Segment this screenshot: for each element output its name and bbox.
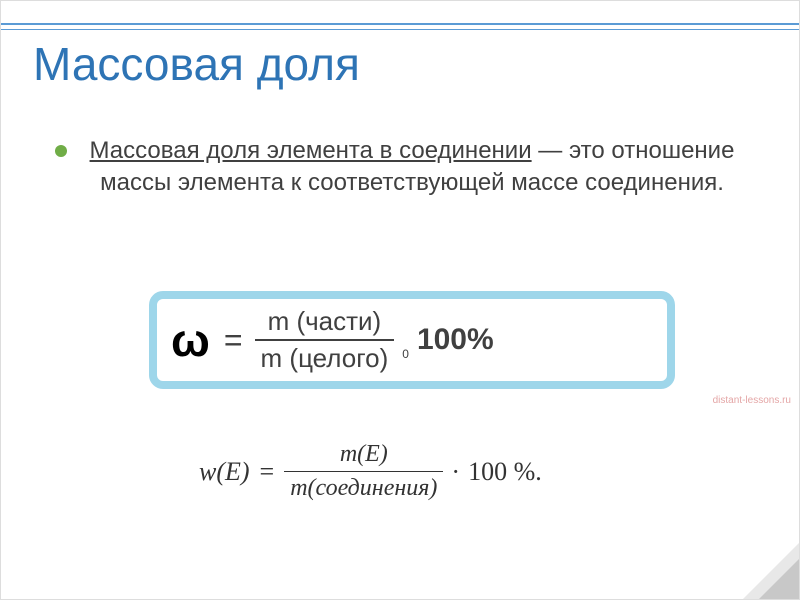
- formula-2-lhs: w(E): [199, 457, 250, 487]
- bullet-icon: [55, 145, 67, 157]
- definition-text: Массовая доля элемента в соединении — эт…: [79, 135, 745, 200]
- fraction-1-numerator: m (части): [262, 306, 388, 339]
- fraction-2-denominator: m(соединения): [284, 471, 443, 502]
- equals-sign-1: =: [224, 322, 243, 359]
- formula-2-period: .: [535, 457, 542, 487]
- fraction-1: m (части) m (целого): [255, 306, 395, 374]
- omega-symbol: ω: [171, 313, 210, 367]
- watermark-text: distant-lessons.ru: [713, 395, 791, 406]
- multiply-dot: ·: [451, 457, 460, 487]
- percent-2: 100 %: [468, 457, 535, 487]
- equals-sign-2: =: [260, 457, 275, 487]
- fraction-1-denominator: m (целого): [255, 339, 395, 374]
- slide-container: Массовая доля Массовая доля элемента в с…: [0, 0, 800, 600]
- corner-fold-inner: [759, 559, 799, 599]
- formula-2: w(E) = m(E) m(соединения) · 100 % .: [199, 441, 542, 502]
- divider-line-thin: [1, 29, 799, 30]
- divider-line-thick: [1, 23, 799, 25]
- definition-block: Массовая доля элемента в соединении — эт…: [55, 135, 745, 200]
- definition-term: Массовая доля элемента в соединении: [90, 137, 532, 164]
- bullet-row: Массовая доля элемента в соединении — эт…: [55, 135, 745, 200]
- formula-box-1: ω = m (части) m (целого) 0 100%: [149, 291, 675, 389]
- fraction-2: m(E) m(соединения): [284, 441, 443, 502]
- slide-title: Массовая доля: [33, 37, 360, 91]
- fraction-2-numerator: m(E): [334, 441, 394, 471]
- subscript-zero: 0: [402, 347, 409, 361]
- percent-1: 100%: [417, 323, 494, 357]
